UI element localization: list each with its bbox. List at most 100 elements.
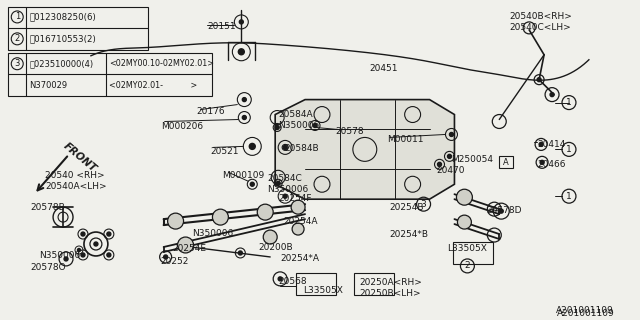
Circle shape [250,182,254,186]
Bar [499,156,513,168]
Circle shape [81,253,85,257]
Text: A: A [504,158,509,167]
Text: 1: 1 [566,145,572,154]
Circle shape [164,255,168,259]
Text: <02MY02.01-           >: <02MY02.01- > [109,81,197,90]
Bar [8,53,212,96]
Circle shape [257,204,273,220]
Circle shape [458,215,472,229]
Polygon shape [275,100,454,199]
Circle shape [64,257,68,261]
Circle shape [537,78,541,82]
Text: Ⓑ012308250(6): Ⓑ012308250(6) [29,12,96,21]
Text: 20250A<RH>: 20250A<RH> [360,278,422,287]
Text: 1: 1 [566,98,572,107]
Text: 20254E: 20254E [173,244,207,253]
Circle shape [456,189,472,205]
Circle shape [283,145,287,149]
Text: Ⓑ016710553(2): Ⓑ016710553(2) [29,34,96,43]
Text: 20470: 20470 [436,166,465,175]
Text: 20254A: 20254A [283,217,317,226]
Text: 20578D: 20578D [486,206,522,215]
Text: N350006: N350006 [39,251,81,260]
Circle shape [77,249,81,252]
Bar [8,7,148,50]
Text: 20584B: 20584B [284,144,319,153]
Text: 20584A: 20584A [278,109,313,118]
Text: 20578B: 20578B [30,203,65,212]
Text: A201001109: A201001109 [557,309,615,318]
Text: FRONT: FRONT [61,141,98,174]
Text: L33505X: L33505X [447,244,487,253]
Text: <02MY00.10-02MY02.01>: <02MY00.10-02MY02.01> [109,59,214,68]
Text: 3: 3 [15,59,20,68]
Text: 20578: 20578 [335,127,364,136]
Circle shape [239,20,243,24]
Text: N350006: N350006 [278,121,319,130]
Text: 20414: 20414 [537,140,566,149]
Text: 1: 1 [566,192,572,201]
Circle shape [275,125,279,130]
Circle shape [177,237,193,253]
Text: 3: 3 [420,200,426,209]
Circle shape [447,154,451,158]
Text: M250054: M250054 [451,156,493,164]
Text: A201001109: A201001109 [556,306,614,315]
Text: 20254*B: 20254*B [390,230,429,239]
Circle shape [438,162,442,166]
Text: 2: 2 [465,261,470,270]
Text: 20451: 20451 [370,64,398,73]
Text: M000206: M000206 [161,122,203,131]
Text: 20521: 20521 [211,148,239,156]
Circle shape [94,242,98,246]
Text: 20252: 20252 [161,257,189,266]
Circle shape [449,132,454,136]
Circle shape [238,251,243,255]
Text: 20200B: 20200B [259,243,293,252]
Text: 20540B<RH>: 20540B<RH> [509,12,572,21]
Circle shape [499,209,503,213]
Circle shape [238,49,244,55]
Text: 20540A<LH>: 20540A<LH> [45,182,107,191]
Bar [354,273,394,295]
Circle shape [250,143,255,149]
Circle shape [313,124,317,127]
Text: 20151: 20151 [207,22,236,31]
Text: 20254*A: 20254*A [280,254,319,263]
Text: M000109: M000109 [222,171,265,180]
Circle shape [243,98,246,101]
Text: 20254B: 20254B [390,203,424,212]
Text: 20540 <RH>: 20540 <RH> [45,171,105,180]
Circle shape [539,142,543,147]
Text: 20568: 20568 [278,277,307,286]
Bar [454,242,493,264]
Circle shape [107,232,111,236]
Text: N350006: N350006 [268,185,308,194]
Circle shape [283,194,287,198]
Text: Ⓝ023510000(4): Ⓝ023510000(4) [29,59,93,68]
Text: 2: 2 [15,34,20,43]
Text: 20176: 20176 [196,107,225,116]
Circle shape [168,213,184,229]
Circle shape [292,223,304,235]
Bar [296,273,336,295]
Circle shape [243,116,246,119]
Text: 20250B<LH>: 20250B<LH> [360,289,422,298]
Circle shape [276,181,280,185]
Circle shape [263,230,277,244]
Circle shape [278,277,282,281]
Circle shape [107,253,111,257]
Text: L33505X: L33505X [303,286,343,295]
Text: 20254F: 20254F [278,194,312,203]
Circle shape [550,92,554,97]
Circle shape [81,232,85,236]
Circle shape [291,200,305,214]
Text: 20466: 20466 [537,160,566,169]
Text: 20540C<LH>: 20540C<LH> [509,23,571,32]
Text: 20578O: 20578O [30,263,66,272]
Circle shape [540,160,544,164]
Circle shape [212,209,228,225]
Text: N370029: N370029 [29,81,67,90]
Text: M00011: M00011 [387,135,423,144]
Text: N350006: N350006 [193,229,234,238]
